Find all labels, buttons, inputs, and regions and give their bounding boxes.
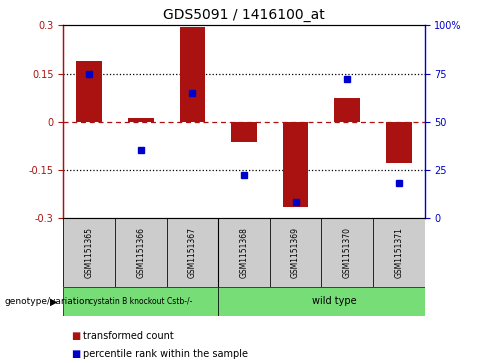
Text: GSM1151369: GSM1151369 [291,227,300,278]
Bar [283,122,308,207]
Text: genotype/variation: genotype/variation [5,297,91,306]
Text: GSM1151367: GSM1151367 [188,227,197,278]
Bar [322,218,373,287]
Bar [128,118,154,122]
Bar [386,122,412,163]
Text: GSM1151366: GSM1151366 [136,227,145,278]
Bar [218,218,270,287]
Text: ■: ■ [71,349,80,359]
Bar [63,218,115,287]
Bar [180,27,205,122]
Text: ▶: ▶ [50,296,58,306]
Bar [270,218,322,287]
Bar [115,218,166,287]
Text: GSM1151370: GSM1151370 [343,227,352,278]
Text: wild type: wild type [312,296,357,306]
Text: GSM1151371: GSM1151371 [394,227,403,278]
Bar [231,122,257,142]
Text: GSM1151368: GSM1151368 [240,227,248,278]
Text: cystatin B knockout Cstb-/-: cystatin B knockout Cstb-/- [89,297,192,306]
Text: GSM1151365: GSM1151365 [85,227,94,278]
Bar [166,218,218,287]
Bar [76,61,102,122]
Bar [63,287,218,316]
Bar [218,287,425,316]
Text: ■: ■ [71,331,80,341]
Text: percentile rank within the sample: percentile rank within the sample [83,349,248,359]
Bar [373,218,425,287]
Bar [334,98,360,122]
Text: transformed count: transformed count [83,331,174,341]
Title: GDS5091 / 1416100_at: GDS5091 / 1416100_at [163,8,325,22]
